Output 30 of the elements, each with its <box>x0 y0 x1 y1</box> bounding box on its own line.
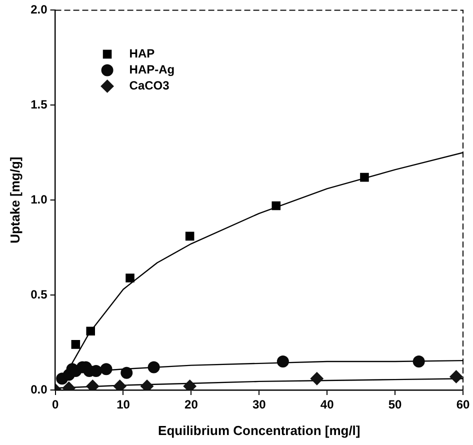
point <box>185 232 194 241</box>
point <box>272 201 281 210</box>
legend-label: HAP <box>129 46 155 61</box>
point <box>86 326 96 336</box>
x-tick-label: 20 <box>184 398 198 412</box>
x-tick-label: 40 <box>320 398 334 412</box>
y-tick-label: 1.5 <box>30 97 48 112</box>
y-tick-label: 0.5 <box>30 287 48 302</box>
x-axis-title: Equilibrium Concentration [mg/l] <box>158 422 360 438</box>
x-tick-label: 50 <box>388 398 402 412</box>
legend-label: CaCO3 <box>129 78 170 93</box>
point <box>360 172 369 182</box>
point <box>148 361 160 374</box>
y-axis-title: Uptake [mg/g] <box>7 156 22 244</box>
point <box>126 274 134 282</box>
x-tick-label: 30 <box>252 398 266 412</box>
point <box>310 372 324 386</box>
y-tick-label: 0.0 <box>30 382 48 396</box>
legend-label: HAP-Ag <box>129 62 175 77</box>
point <box>120 366 133 379</box>
y-tick-label: 1.0 <box>30 192 48 206</box>
point <box>71 340 80 349</box>
point <box>100 363 112 376</box>
y-tick-label: 2.0 <box>30 2 48 17</box>
point <box>276 356 289 368</box>
x-tick-label: 10 <box>116 398 130 412</box>
x-tick-label: 0 <box>52 398 59 412</box>
point <box>412 356 425 368</box>
x-tick-label: 60 <box>456 398 470 412</box>
point <box>450 370 463 384</box>
